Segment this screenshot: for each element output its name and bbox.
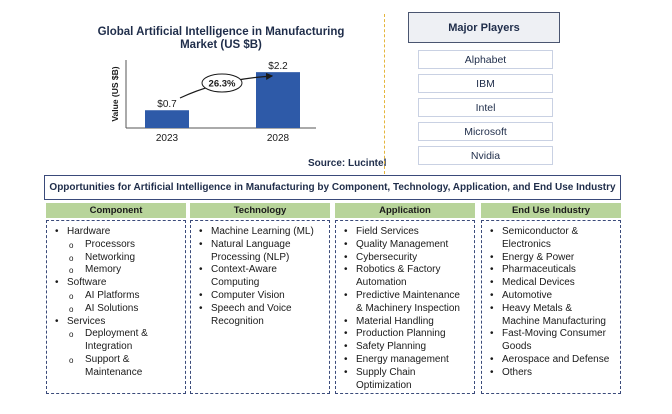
list-item: Pharmaceuticals [488,264,616,277]
list-item: AI Platforms [53,290,181,304]
list-item: Cybersecurity [342,252,470,265]
player-item: Alphabet [418,50,553,69]
y-axis-label: Value (US $B) [110,66,120,121]
list-item: Maintenance [85,366,143,378]
column-header-component: Component [46,203,186,218]
list-item: Machine Learning (ML) [197,226,325,239]
list-item: Optimization [356,379,412,391]
list-item: Deployment & [53,328,181,342]
list-item: Robotics & Factory [342,264,470,277]
list-item: Energy management [342,354,470,367]
section-divider [384,14,385,174]
list-item: AI Solutions [53,303,181,317]
list-item: Safety Planning [342,341,470,354]
list-item: Integration [85,341,133,353]
column-header-technology: Technology [190,203,330,218]
list-item: Heavy Metals & [488,303,616,316]
source-label: Source: Lucintel [308,158,387,169]
list-item: Processors [53,239,181,253]
list-item: Electronics [502,238,551,250]
player-item: IBM [418,74,553,93]
value-label: $0.7 [157,99,177,110]
list-item: Context-Aware [197,264,325,277]
list-item: Computing [211,277,260,289]
column-header-application: Application [335,203,475,218]
column-end-use: Semiconductor &Electronics Energy & Power… [481,220,621,394]
list-item: Computer Vision [197,290,325,303]
list-item: Semiconductor & [488,226,616,239]
list-item: Others [488,367,616,380]
list-item: Speech and Voice [197,303,325,316]
list-item: Processing (NLP) [211,251,290,263]
list-item: Support & [53,354,181,368]
cagr-label: 26.3% [209,79,236,90]
list-item: Recognition [211,315,264,327]
list-item: Material Handling [342,316,470,329]
column-header-end-use: End Use Industry [481,203,621,218]
category-label: 2023 [156,133,179,144]
list-item: Aerospace and Defense [488,354,616,367]
column-technology: Machine Learning (ML)Natural LanguagePro… [190,220,330,394]
player-item: Microsoft [418,122,553,141]
list-item: Networking [53,252,181,266]
list-item: Production Planning [342,328,470,341]
list-item: Goods [502,341,532,353]
players-header: Major Players [408,12,560,43]
list-item: Automotive [488,290,616,303]
bar-2028 [256,72,300,128]
player-item: Intel [418,98,553,117]
bar-chart: Value (US $B) $0.7 2023 $2.2 2028 26.3% [110,60,316,144]
list-item: Supply Chain [342,367,470,380]
list-item: Automation [356,277,407,289]
list-item: Energy & Power [488,252,616,265]
list-item: Field Services [342,226,470,239]
list-item: Machine Manufacturing [502,315,606,327]
list-item: Quality Management [342,239,470,252]
column-application: Field ServicesQuality ManagementCybersec… [335,220,475,394]
list-item: Natural Language [197,239,325,252]
list-item: Medical Devices [488,277,616,290]
list-item: & Machinery Inspection [356,302,460,314]
list-item: Predictive Maintenance [342,290,470,303]
list-item: Hardware [53,226,181,239]
category-label: 2028 [267,133,290,144]
column-component: HardwareProcessorsNetworkingMemorySoftwa… [46,220,186,394]
list-item: Fast-Moving Consumer [488,328,616,341]
bar-2023 [145,110,189,128]
list-item: Services [53,316,181,329]
list-item: Memory [53,264,181,278]
player-item: Nvidia [418,146,553,165]
chart-title: Global Artificial Intelligence in Manufa… [97,26,345,51]
value-label: $2.2 [268,61,288,72]
cagr-ellipse [201,73,243,93]
opportunities-title: Opportunities for Artificial Intelligenc… [44,175,621,200]
list-item: Software [53,277,181,290]
